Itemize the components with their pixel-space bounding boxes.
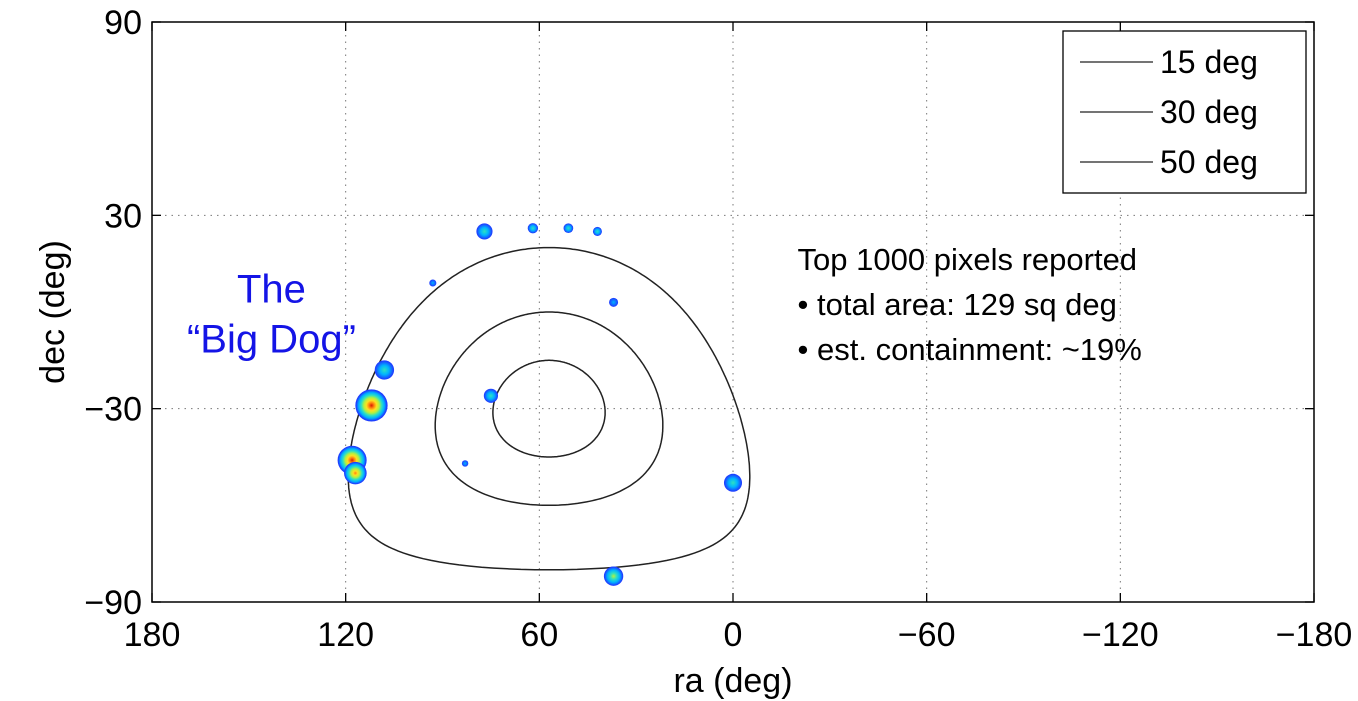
axis-ticks: 180 120 60 0 −60 −120 −180 90 30 −30 −90 bbox=[84, 4, 1352, 654]
probability-blob bbox=[355, 389, 388, 422]
y-axis-label: dec (deg) bbox=[34, 240, 72, 384]
summary-annotation-line: • total area: 129 sq deg bbox=[798, 287, 1117, 322]
y-tick-label: 90 bbox=[104, 4, 142, 42]
probability-blob bbox=[483, 388, 499, 403]
annotations: The “Big Dog” Top 1000 pixels reported • to… bbox=[187, 242, 1142, 367]
probability-blob bbox=[723, 473, 743, 492]
big-dog-annotation: The bbox=[237, 267, 306, 311]
probability-blob bbox=[603, 566, 624, 586]
y-tick-label: −30 bbox=[84, 391, 142, 429]
x-tick-label: 120 bbox=[317, 616, 374, 654]
x-tick-label: 0 bbox=[724, 616, 743, 654]
probability-blob bbox=[476, 223, 493, 240]
probability-blob bbox=[563, 223, 574, 234]
contour-30-deg bbox=[434, 311, 664, 507]
probability-blob bbox=[527, 223, 539, 234]
x-tick-label: −120 bbox=[1082, 616, 1159, 654]
legend: 15 deg 30 deg 50 deg bbox=[1062, 30, 1307, 194]
probability-blob bbox=[374, 360, 395, 380]
y-tick-label: −90 bbox=[84, 584, 142, 622]
y-tick-label: 30 bbox=[104, 197, 142, 235]
x-tick-label: 180 bbox=[124, 616, 181, 654]
summary-annotation-line: • est. containment: ~19% bbox=[798, 332, 1142, 367]
x-tick-label: −180 bbox=[1276, 616, 1353, 654]
probability-blob bbox=[344, 461, 367, 485]
x-axis-label: ra (deg) bbox=[673, 662, 792, 700]
probability-blob bbox=[609, 297, 619, 307]
x-tick-label: 60 bbox=[520, 616, 558, 654]
legend-label: 50 deg bbox=[1160, 144, 1258, 180]
contour-15-deg bbox=[492, 359, 606, 458]
probability-blob bbox=[592, 226, 602, 236]
probability-blob bbox=[461, 460, 469, 467]
big-dog-annotation: “Big Dog” bbox=[187, 317, 356, 361]
x-tick-label: −60 bbox=[898, 616, 956, 654]
legend-label: 15 deg bbox=[1160, 44, 1258, 80]
contour-50-deg bbox=[347, 246, 751, 571]
probability-blobs bbox=[337, 223, 743, 586]
probability-blob bbox=[429, 279, 437, 287]
legend-label: 30 deg bbox=[1160, 94, 1258, 130]
summary-annotation-line: Top 1000 pixels reported bbox=[798, 242, 1138, 277]
contour-lines bbox=[347, 246, 751, 571]
